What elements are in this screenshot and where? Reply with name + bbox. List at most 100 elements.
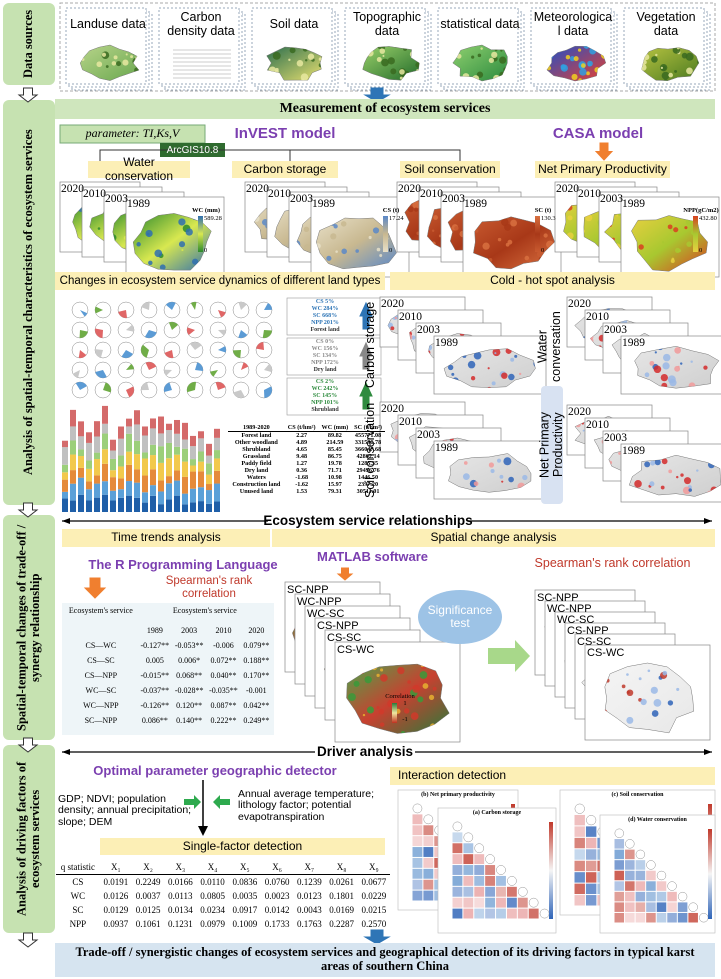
bar-segment xyxy=(206,463,212,475)
map-patch xyxy=(651,56,658,63)
pair-label: CS-NPP xyxy=(567,624,609,637)
q-cell: X₈ xyxy=(325,860,358,875)
land-table-cell: 19.78 xyxy=(327,460,342,467)
matrix-cell xyxy=(423,847,434,857)
bar-segment xyxy=(62,472,68,480)
arrow xyxy=(17,737,39,753)
bar-segment xyxy=(94,421,100,437)
matrix-cell xyxy=(412,857,423,868)
legend-bar xyxy=(383,216,388,252)
bar-segment xyxy=(150,444,156,456)
matrix-cell xyxy=(646,912,656,923)
matrix-cell xyxy=(585,826,597,837)
map-patch xyxy=(431,229,435,233)
arrow xyxy=(17,87,39,103)
q-cell: 0.0037 xyxy=(135,891,161,901)
pie-slice xyxy=(165,302,176,310)
pie-slice xyxy=(79,330,88,338)
map-patch xyxy=(567,215,573,221)
legend-bar xyxy=(535,216,540,252)
map-patch xyxy=(154,249,163,258)
map-patch xyxy=(510,357,515,362)
significance-label: Significance test xyxy=(427,602,493,630)
year-label: 1989 xyxy=(127,198,150,211)
pie-slice xyxy=(256,342,264,350)
bar-segment xyxy=(70,454,76,471)
bar-segment xyxy=(190,459,196,466)
map-patch xyxy=(661,458,668,465)
land-table-cell: Construction land xyxy=(232,481,281,488)
matrix-cell xyxy=(646,902,656,912)
corr-cell: -0.015** xyxy=(140,671,170,680)
matrix-cell xyxy=(452,897,463,908)
param-box xyxy=(59,124,206,144)
map-patch xyxy=(476,71,484,78)
pie-slice xyxy=(126,363,134,370)
map-patch xyxy=(415,62,420,68)
year-label: 2003 xyxy=(600,193,623,206)
arrow xyxy=(336,567,354,581)
bar-segment xyxy=(118,489,124,498)
map-shape xyxy=(604,662,695,734)
corr-cell: SC—NPP xyxy=(84,716,118,725)
year-label: 2003 xyxy=(604,323,627,336)
map-patch xyxy=(432,686,437,691)
matlab-label: MATLAB software xyxy=(317,548,428,564)
arrow xyxy=(359,341,373,370)
pie-slice xyxy=(164,350,174,358)
bar-segment xyxy=(166,430,172,443)
matrix-legend xyxy=(549,822,553,919)
matrix-cell xyxy=(463,875,474,886)
year-label: 2003 xyxy=(417,428,440,441)
matrix-cell xyxy=(646,881,656,891)
year-label: 2010 xyxy=(399,310,422,323)
q-cell: X₅ xyxy=(228,860,261,875)
matrix-cell xyxy=(614,881,625,891)
year-label: 1989 xyxy=(312,198,335,211)
bar-segment xyxy=(134,410,140,425)
q-cell: 0.0169 xyxy=(329,905,354,915)
matrix-cell xyxy=(585,849,597,860)
map-patch xyxy=(676,475,679,479)
bar-segment xyxy=(182,461,188,477)
map-patch xyxy=(288,58,291,62)
map-patch xyxy=(668,72,673,78)
matrix-cell xyxy=(463,843,474,854)
pair-label: WC-NPP xyxy=(547,602,592,615)
bar-segment xyxy=(166,483,172,500)
bar-segment xyxy=(102,405,108,424)
bar-segment xyxy=(182,439,188,449)
map-patch xyxy=(407,206,414,213)
q-cell: 0.0126 xyxy=(103,891,129,901)
q-cell: 0.0129 xyxy=(103,905,129,915)
relationships-title: Ecosystem service relationships xyxy=(263,512,473,528)
map-patch xyxy=(362,713,366,717)
matrix-cell xyxy=(423,814,434,825)
legend-title: NPP(gC/m2) xyxy=(683,207,719,215)
green-arrow xyxy=(213,795,230,809)
map-patch xyxy=(159,264,166,271)
bar-segment xyxy=(158,480,164,492)
pie-slice xyxy=(126,386,134,398)
corr-cell: -0.035** xyxy=(209,686,238,695)
land-box-text: CS 0% xyxy=(315,339,335,346)
bar-segment xyxy=(150,469,156,486)
map-patch xyxy=(565,55,571,60)
map-patch xyxy=(674,69,678,73)
bar-segment xyxy=(110,470,116,478)
map-patch xyxy=(125,53,128,56)
q-cell: 0.0035 xyxy=(232,891,258,901)
year-label: 2003 xyxy=(604,431,627,444)
map-patch xyxy=(414,207,419,212)
pie-slice xyxy=(94,328,103,338)
map-patch xyxy=(674,365,681,372)
q-cell: 0.0142 xyxy=(264,905,290,915)
map-patch xyxy=(490,468,495,474)
pie-slice xyxy=(218,346,226,353)
bar-segment xyxy=(134,424,140,441)
bar-segment xyxy=(174,495,180,512)
arrowhead xyxy=(62,749,70,755)
arrow xyxy=(359,301,373,330)
side-label: Spatial-temporal changes of trade-off / … xyxy=(14,524,42,731)
map-patch xyxy=(303,226,310,233)
